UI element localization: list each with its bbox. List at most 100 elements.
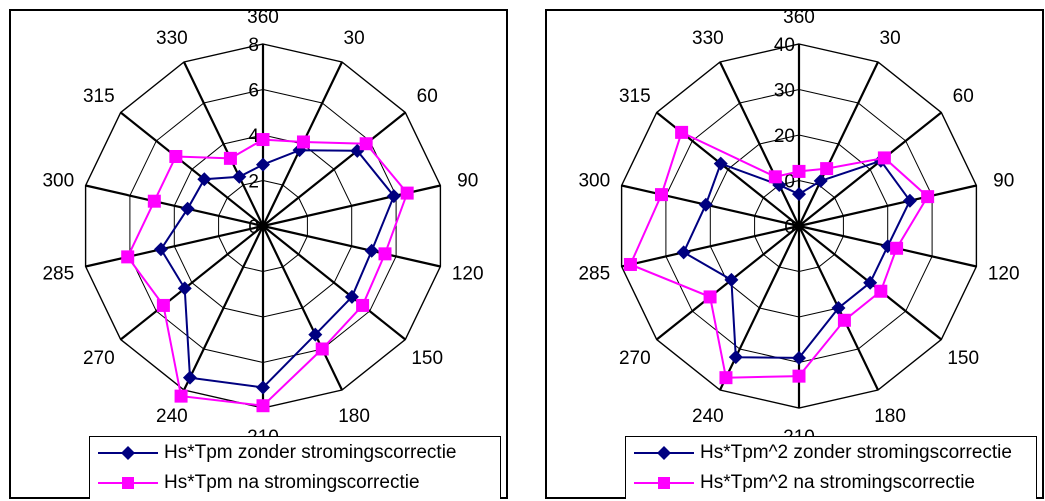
radar-spoke bbox=[262, 111, 406, 227]
category-label: 120 bbox=[452, 264, 484, 285]
data-point-diamond bbox=[902, 193, 917, 208]
category-label: 90 bbox=[993, 170, 1014, 191]
legend-swatch-diamond bbox=[98, 446, 158, 460]
radar-spoke bbox=[798, 184, 977, 228]
data-point-square bbox=[315, 342, 329, 356]
data-point-square bbox=[921, 190, 935, 204]
data-point-square bbox=[174, 389, 188, 403]
radial-tick-label: 30 bbox=[774, 81, 795, 102]
data-point-diamond bbox=[831, 300, 846, 315]
data-point-square bbox=[703, 290, 717, 304]
category-label: 315 bbox=[619, 86, 651, 107]
data-point-square bbox=[356, 298, 370, 312]
data-point-square bbox=[256, 399, 270, 413]
radial-tick-label: 0 bbox=[248, 217, 259, 238]
radar-spoke bbox=[85, 224, 264, 268]
legend-swatch-square bbox=[98, 477, 158, 489]
category-label: 180 bbox=[338, 406, 370, 427]
category-label: 285 bbox=[42, 264, 74, 285]
category-label: 150 bbox=[947, 348, 979, 369]
data-point-square bbox=[400, 186, 414, 200]
data-point-diamond bbox=[713, 156, 728, 171]
data-point-diamond bbox=[256, 157, 270, 172]
legend-entry: Hs*Tpm^2 zonder stromingscorrectie bbox=[626, 439, 1036, 467]
data-point-diamond bbox=[863, 275, 878, 290]
legend-label: Hs*Tpm zonder stromingscorrectie bbox=[164, 442, 457, 463]
data-point-diamond bbox=[724, 272, 739, 287]
data-point-square bbox=[378, 247, 392, 261]
radial-tick-label: 20 bbox=[774, 126, 795, 147]
data-point-diamond bbox=[698, 197, 713, 212]
radar-chart-left: 0246836030609012015018021024027028530031… bbox=[42, 11, 484, 448]
data-point-square bbox=[256, 133, 270, 147]
series-line bbox=[126, 138, 409, 407]
radial-tick-label: 4 bbox=[248, 126, 259, 147]
data-point-diamond bbox=[308, 327, 323, 342]
category-label: 285 bbox=[578, 264, 610, 285]
category-label: 270 bbox=[619, 348, 651, 369]
category-label: 150 bbox=[411, 348, 443, 369]
category-label: 60 bbox=[953, 86, 974, 107]
radar-spoke bbox=[719, 225, 800, 391]
data-point-diamond bbox=[177, 281, 192, 296]
data-point-square bbox=[792, 369, 806, 383]
category-label: 60 bbox=[417, 86, 438, 107]
data-point-square bbox=[874, 284, 888, 298]
data-point-square bbox=[169, 149, 183, 163]
data-point-diamond bbox=[256, 380, 270, 395]
data-point-diamond bbox=[813, 173, 828, 188]
data-point-square bbox=[820, 162, 834, 176]
legend-entry: Hs*Tpm na stromingscorrectie bbox=[90, 469, 500, 497]
data-point-diamond bbox=[792, 187, 806, 202]
legend-swatch-square bbox=[634, 477, 694, 489]
chart-panel-right: 0102030403603060901201501802102402702853… bbox=[545, 9, 1044, 499]
data-point-diamond bbox=[153, 242, 168, 257]
data-point-square bbox=[654, 188, 668, 202]
radar-spoke bbox=[262, 225, 406, 341]
category-label: 30 bbox=[880, 28, 901, 49]
legend-right: Hs*Tpm^2 zonder stromingscorrectie Hs*Tp… bbox=[625, 436, 1037, 499]
category-label: 300 bbox=[578, 170, 610, 191]
data-point-square bbox=[792, 164, 806, 178]
category-label: 120 bbox=[988, 264, 1020, 285]
radial-tick-label: 6 bbox=[248, 81, 259, 102]
data-point-square bbox=[877, 151, 891, 165]
data-point-diamond bbox=[364, 243, 379, 258]
radar-spoke bbox=[621, 224, 800, 268]
radar-spoke bbox=[120, 111, 264, 227]
legend-swatch-diamond bbox=[634, 446, 694, 460]
data-point-square bbox=[156, 298, 170, 312]
series-line bbox=[159, 149, 396, 389]
data-point-square bbox=[359, 137, 373, 151]
data-point-square bbox=[890, 241, 904, 255]
category-label: 90 bbox=[457, 170, 478, 191]
data-point-square bbox=[296, 135, 310, 149]
radar-spoke bbox=[798, 61, 879, 227]
radar-spoke bbox=[85, 184, 264, 228]
category-label: 360 bbox=[247, 11, 279, 28]
radial-tick-label: 8 bbox=[248, 35, 259, 56]
chart-panel-left: 0246836030609012015018021024027028530031… bbox=[9, 9, 508, 499]
data-point-square bbox=[768, 170, 782, 184]
data-point-diamond bbox=[197, 172, 212, 187]
data-point-diamond bbox=[676, 245, 691, 260]
category-label: 300 bbox=[42, 170, 74, 191]
data-point-diamond bbox=[232, 169, 247, 184]
legend-entry: Hs*Tpm^2 na stromingscorrectie bbox=[626, 469, 1036, 497]
data-point-square bbox=[223, 151, 237, 165]
data-point-square bbox=[147, 194, 161, 208]
radar-spoke bbox=[798, 111, 942, 227]
legend-label: Hs*Tpm^2 na stromingscorrectie bbox=[700, 472, 975, 493]
data-point-square bbox=[623, 257, 637, 271]
data-point-diamond bbox=[792, 350, 806, 365]
radial-tick-label: 2 bbox=[248, 172, 259, 193]
category-label: 240 bbox=[156, 406, 188, 427]
radial-tick-label: 0 bbox=[784, 217, 795, 238]
category-label: 360 bbox=[783, 11, 815, 28]
category-label: 330 bbox=[156, 28, 188, 49]
data-point-square bbox=[121, 250, 135, 264]
category-label: 180 bbox=[874, 406, 906, 427]
radar-spoke bbox=[183, 225, 264, 391]
category-label: 330 bbox=[692, 28, 724, 49]
radar-chart-right: 0102030403603060901201501802102402702853… bbox=[578, 11, 1020, 448]
